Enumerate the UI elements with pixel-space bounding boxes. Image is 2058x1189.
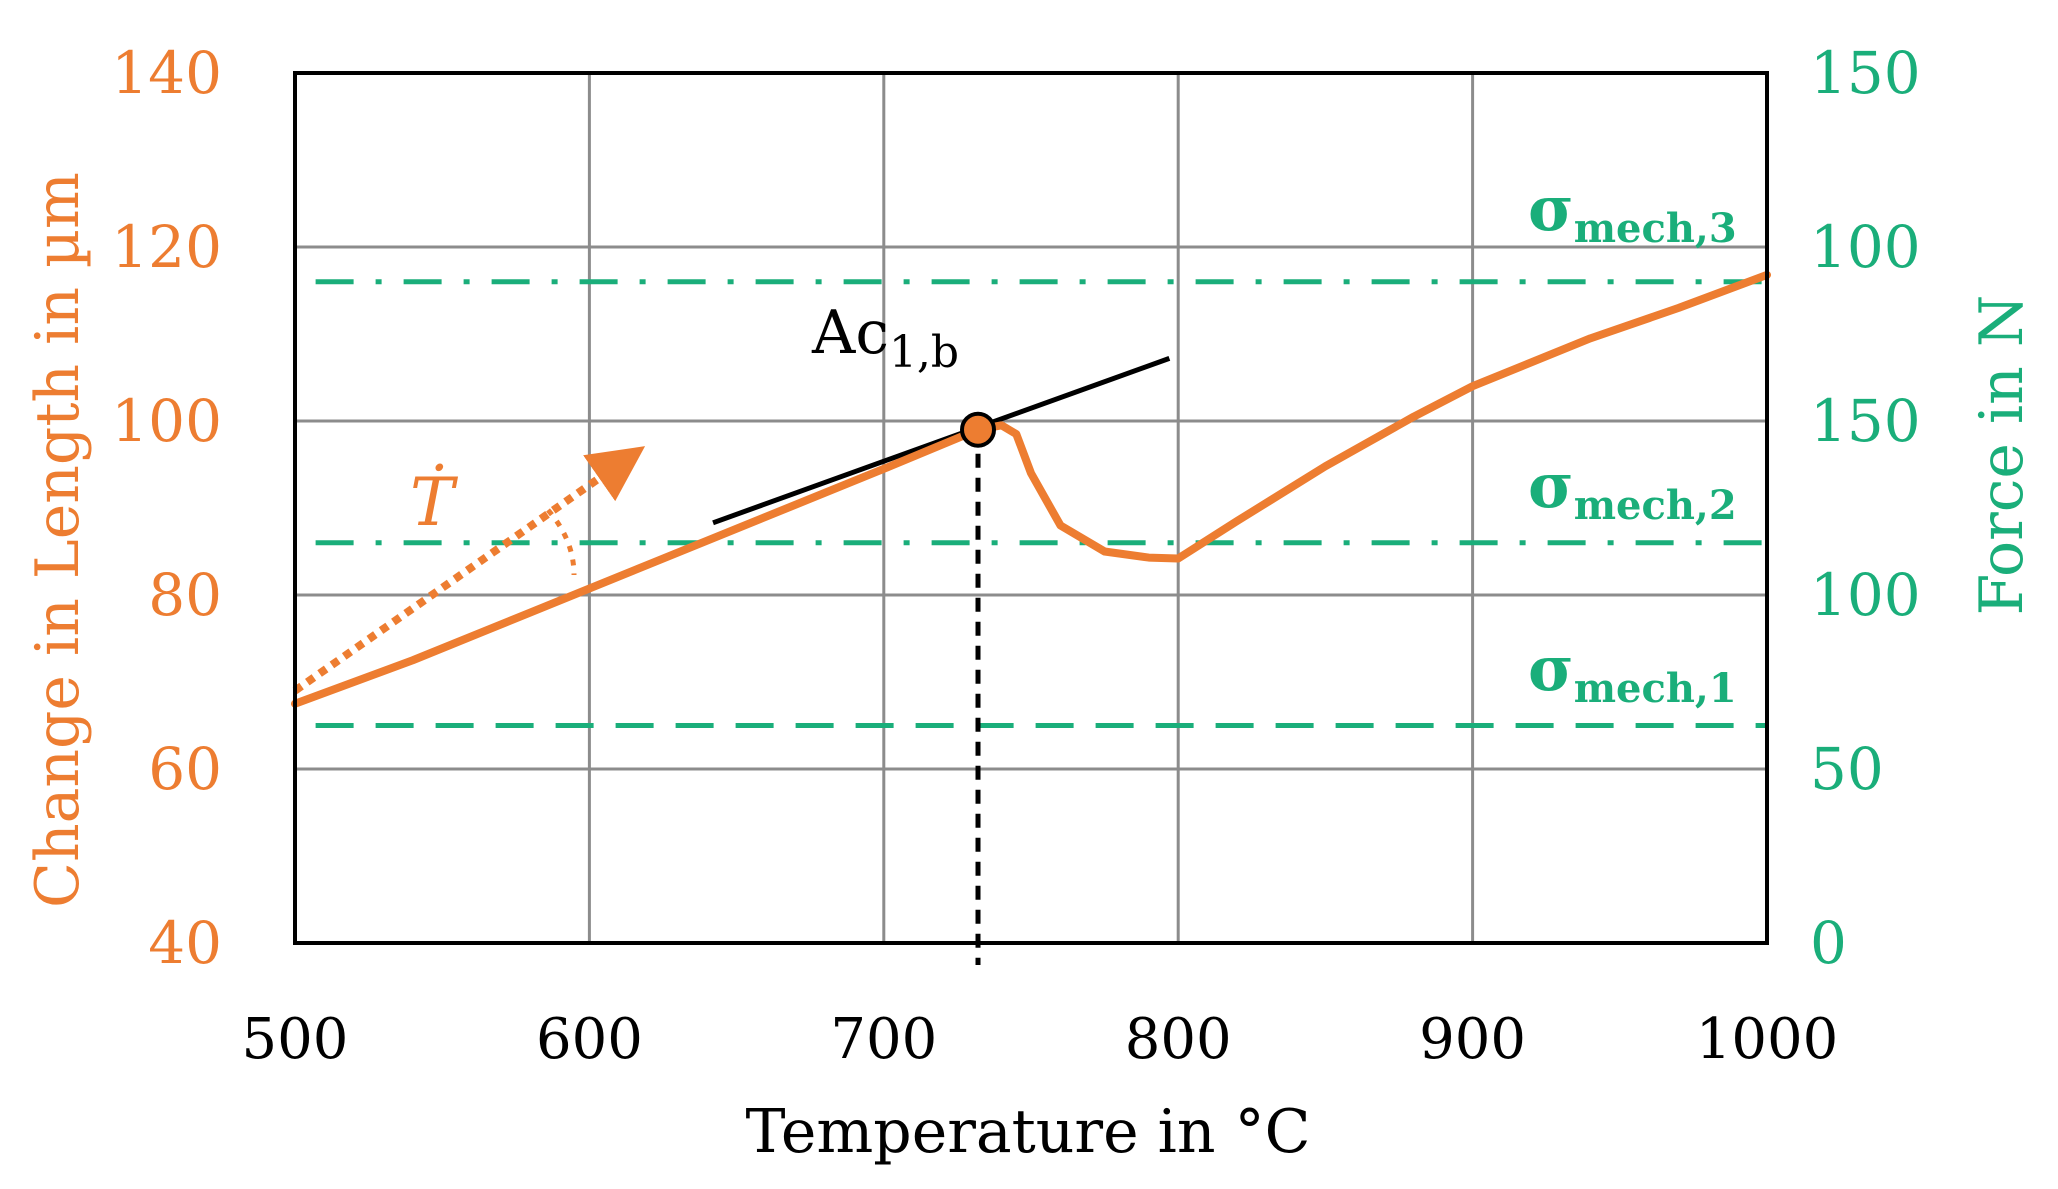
x-tick-labels: 500 600 700 800 900 1000 <box>242 1007 1839 1072</box>
tdot-label: Ṫ <box>410 464 459 541</box>
sigma-mech-2-symbol: σ <box>1528 449 1574 522</box>
y-left-axis-title: Change in Length in µm <box>23 172 93 908</box>
x-tick-label: 500 <box>242 1007 349 1072</box>
y-right-axis-title: Force in N <box>1967 295 2037 616</box>
y-left-tick-label: 60 <box>148 735 222 803</box>
tangent-line <box>712 356 1171 526</box>
sigma-mech-1-subscript: mech,1 <box>1574 665 1737 712</box>
sigma-mech-3-symbol: σ <box>1528 172 1574 245</box>
y-left-tick-label: 140 <box>111 39 222 107</box>
x-tick-label: 800 <box>1125 1007 1232 1072</box>
y-right-tick-label: 0 <box>1810 909 1847 977</box>
ac1b-subscript: 1,b <box>889 327 959 378</box>
y-right-tick-labels: 0 50 100 150 100 150 <box>1810 39 1921 977</box>
x-tick-label: 900 <box>1419 1007 1526 1072</box>
y-left-tick-label: 100 <box>111 387 222 455</box>
ac1b-main: Ac <box>811 298 889 368</box>
y-left-tick-label: 40 <box>148 909 222 977</box>
ac1b-point <box>960 411 997 448</box>
annotations: Ac1,b Ṫ σmech,3 σmech,2 σmech,1 <box>410 172 1737 712</box>
y-right-tick-label: 50 <box>1810 735 1884 803</box>
heating-rate-arrow <box>292 446 646 694</box>
plot-background <box>295 73 1767 943</box>
x-tick-label: 600 <box>536 1007 643 1072</box>
y-right-tick-label: 150 <box>1810 39 1921 107</box>
sigma-mech-3-subscript: mech,3 <box>1574 205 1737 252</box>
sigma-mech-2-subscript: mech,2 <box>1574 482 1737 529</box>
plot-frame <box>293 71 1769 945</box>
y-left-tick-label: 80 <box>148 561 222 629</box>
x-tick-label: 700 <box>830 1007 937 1072</box>
y-left-tick-label: 120 <box>111 213 222 281</box>
y-right-tick-label: 100 <box>1810 561 1921 629</box>
x-axis-title: Temperature in °C <box>746 1097 1311 1167</box>
grid <box>295 73 1767 943</box>
sigma-mech-1-symbol: σ <box>1528 632 1574 705</box>
ac1b-label: Ac1,b <box>811 298 959 378</box>
sigma-mech-3-label: σmech,3 <box>1528 172 1737 252</box>
y-right-tick-label: 100 <box>1810 213 1921 281</box>
y-left-tick-labels: 40 60 80 100 120 140 <box>111 39 222 977</box>
x-tick-label: 1000 <box>1696 1007 1839 1072</box>
sigma-mech-1-label: σmech,1 <box>1528 632 1737 712</box>
length-curve <box>291 270 1771 708</box>
series-layer <box>291 270 1771 965</box>
sigma-mech-2-label: σmech,2 <box>1528 449 1737 529</box>
y-right-tick-label: 150 <box>1810 387 1921 455</box>
